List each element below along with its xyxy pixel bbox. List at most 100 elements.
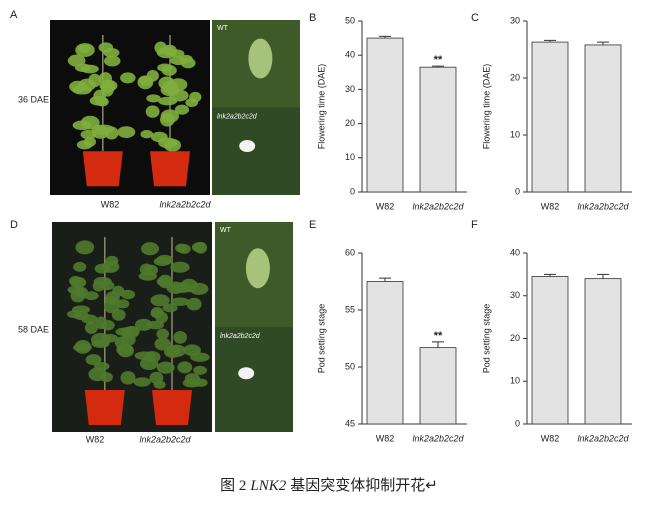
y-tick-label: 10	[510, 129, 520, 139]
photo-leaf	[120, 370, 136, 385]
photo-flower	[238, 367, 255, 380]
photo-leaf	[140, 130, 154, 139]
photo-flower	[248, 38, 273, 79]
panel-letter: B	[309, 12, 316, 24]
bar	[584, 44, 622, 193]
photo-leaf	[114, 336, 129, 349]
photo-leaf	[177, 361, 193, 374]
photo-leaf	[170, 261, 190, 273]
y-tick-label: 20	[510, 72, 520, 82]
error-bar	[544, 273, 556, 277]
panel-letter: D	[10, 219, 18, 231]
photo-pot	[150, 151, 190, 187]
y-tick-label: 10	[345, 152, 355, 162]
x-tick-label: lnk2a2b2c2d	[412, 201, 464, 211]
significance: **	[434, 330, 443, 342]
photo-leaf	[166, 281, 185, 295]
photo-leaf	[120, 72, 136, 84]
photo-leaf	[104, 55, 121, 67]
photo-leaf	[186, 297, 202, 311]
photo-leaf	[137, 75, 154, 90]
x-tick-label: W82	[541, 201, 560, 211]
inset-label: WT	[217, 25, 229, 32]
y-axis-label: Pod setting stage	[481, 304, 491, 374]
photo-leaf	[101, 260, 120, 273]
photo-leaf	[116, 299, 130, 309]
photo-leaf	[75, 240, 95, 255]
bar	[419, 66, 457, 193]
photo-flower	[239, 140, 256, 152]
photo-label: W82	[101, 199, 120, 209]
photo-leaf	[95, 124, 115, 134]
bar	[366, 37, 404, 193]
photo-leaf	[70, 276, 87, 289]
y-tick-label: 30	[510, 15, 520, 25]
y-tick-label: 0	[350, 186, 355, 196]
y-tick-label: 20	[510, 333, 520, 343]
y-axis-label: Flowering time (DAE)	[316, 64, 326, 150]
photo-leaf	[145, 105, 160, 118]
photo-leaf	[78, 78, 96, 92]
photo-leaf	[153, 380, 166, 389]
x-tick-label: lnk2a2b2c2d	[412, 433, 464, 443]
photo-leaf	[150, 294, 170, 307]
photo-leaf	[193, 365, 208, 375]
photo-leaf	[163, 138, 182, 152]
bar	[531, 276, 569, 425]
caption-gene: LNK2	[249, 478, 286, 494]
error-bar	[597, 273, 609, 279]
photo-leaf	[98, 42, 114, 53]
photo-inset	[215, 327, 293, 432]
panel-letter: E	[309, 219, 316, 231]
photo-pot	[84, 390, 125, 425]
photo-label: lnk2a2b2c2d	[159, 199, 211, 209]
photo-leaf	[100, 372, 113, 383]
photo-leaf	[183, 344, 201, 356]
photo-leaf	[75, 287, 88, 298]
photo-label: W82	[86, 434, 105, 444]
photo-leaf	[78, 44, 91, 53]
photo-pot	[82, 151, 123, 187]
significance: **	[434, 54, 443, 66]
inset-label: WT	[220, 227, 232, 234]
photo-leaf	[174, 104, 190, 115]
error-bar	[432, 341, 444, 348]
photo-leaf	[103, 299, 120, 314]
photo-flower	[245, 248, 270, 289]
y-tick-label: 30	[345, 84, 355, 94]
photo-leaf	[162, 303, 178, 313]
photo-pot	[152, 390, 192, 425]
error-bar	[379, 277, 391, 282]
bar	[419, 347, 457, 425]
photo-leaf	[150, 131, 168, 143]
y-tick-label: 0	[515, 418, 520, 428]
caption: 图 2 LNK2 基因突变体抑制开花↵	[220, 477, 438, 494]
x-tick-label: lnk2a2b2c2d	[577, 201, 629, 211]
photo-leaf	[72, 120, 92, 131]
y-axis-label: Flowering time (DAE)	[481, 64, 491, 150]
photo-leaf	[133, 377, 151, 387]
photo-leaf	[177, 244, 191, 254]
photo-leaf	[121, 289, 136, 300]
y-tick-label: 40	[510, 247, 520, 257]
photo-leaf	[160, 109, 180, 123]
photo-leaf	[84, 321, 98, 334]
inset-label: lnk2a2b2c2d	[217, 113, 258, 120]
photo-leaf	[166, 344, 187, 357]
error-bar	[597, 41, 609, 45]
error-bar	[432, 65, 444, 68]
photo-leaf	[80, 64, 99, 74]
photo-inset	[212, 107, 300, 195]
y-tick-label: 55	[345, 304, 355, 314]
photo-leaf	[170, 297, 190, 306]
photo-leaf	[74, 340, 92, 354]
photo-leaf	[67, 54, 86, 67]
photo-leaf	[95, 316, 108, 330]
bar	[584, 278, 622, 425]
photo-leaf	[71, 305, 91, 314]
y-tick-label: 50	[345, 15, 355, 25]
photo-leaf	[101, 82, 114, 97]
photo-label: lnk2a2b2c2d	[139, 434, 191, 444]
photo-leaf	[146, 94, 161, 103]
y-tick-label: 40	[345, 50, 355, 60]
